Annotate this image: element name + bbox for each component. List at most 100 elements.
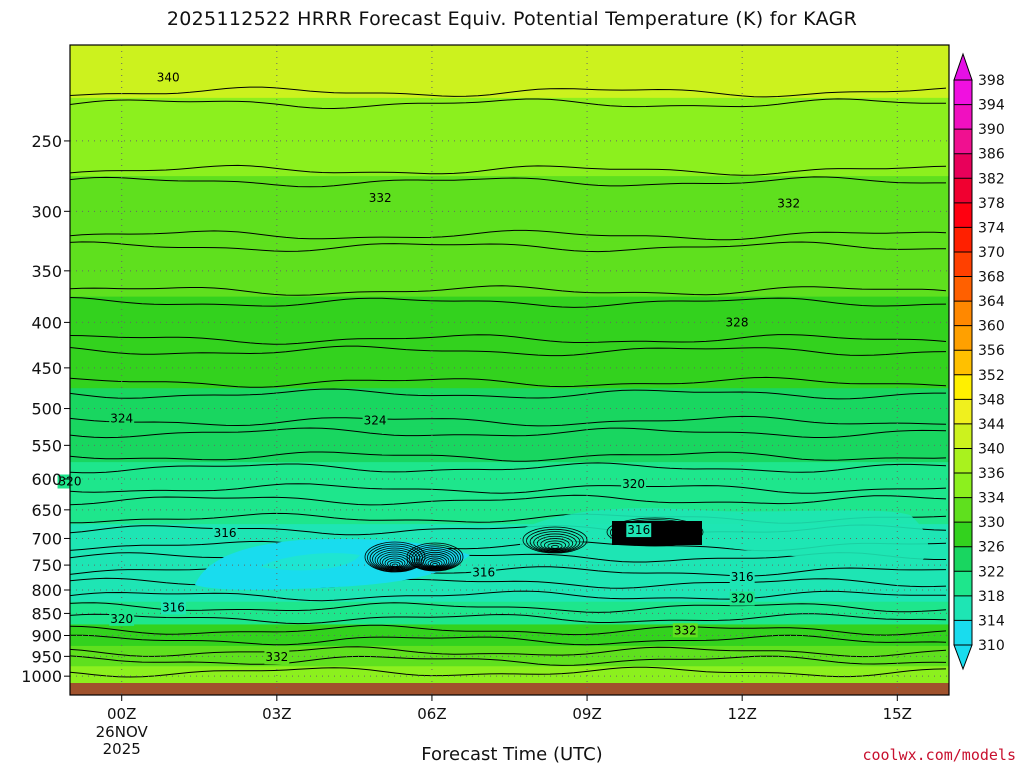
y-tick-label: 250 [31,132,62,151]
x-axis-label: Forecast Time (UTC) [421,744,603,765]
colorbar-segment [954,423,972,449]
y-tick-label: 800 [31,581,62,600]
theta-e-band [70,176,949,242]
contour-line [70,297,947,308]
contour-ring [522,526,588,554]
ground-band [70,683,949,695]
contour-label: 332 [777,197,800,211]
contour-ring [415,550,455,570]
contour-ring [536,535,574,552]
contour-labels: 340 332 332 328 324 324 320 320 316 316 316 316 316 3… [57,70,802,665]
contour-label: 320 [731,592,754,606]
contour-ring [429,561,441,567]
contour-ring [389,561,401,568]
colorbar-segment [954,546,972,572]
contour-label: 328 [726,315,749,329]
low-level-features [70,508,949,695]
colorbar-label: 336 [978,466,1005,482]
colorbar-label: 314 [978,613,1005,629]
contour-line [70,376,947,388]
y-tick-label: 400 [31,313,62,332]
colorbar-segment [954,129,972,155]
colorbar-segment [954,571,972,597]
contour-label: 316 [162,600,185,614]
colorbar-label: 326 [978,540,1005,556]
theta-e-band [70,241,949,298]
contour-ring [413,548,457,570]
contour-label: 332 [265,650,288,664]
colorbar-label: 360 [978,319,1005,335]
contour-label: 316 [472,566,495,580]
y-axis: 250 300 350 400 450 500 550 600 650 700 750 800 850 9… [21,132,70,686]
contour-ring [382,555,408,569]
contour-ring [540,538,570,551]
contour-line [70,229,947,241]
contour-line [70,285,947,296]
colorbar-label: 398 [978,73,1005,89]
contour-ring [529,531,581,553]
contour-line [70,613,947,625]
colorbar-label: 318 [978,589,1005,605]
contour-ring [369,545,421,572]
colorbar-segment [954,399,972,425]
watermark: coolwx.com/models [862,746,1016,764]
theta-e-band [70,345,949,389]
colorbar-segment [954,325,972,351]
contour-label-bg [109,411,135,426]
y-tick-label: 550 [31,436,62,455]
x-tick-label: 00Z [107,705,136,723]
contour-label-bg [724,315,750,330]
contour-ring [425,557,445,568]
contour-line [70,388,946,400]
colorbar-segment [954,350,972,376]
y-tick-label: 650 [31,501,62,520]
contour-line [70,427,947,439]
y-tick-label: 350 [31,262,62,281]
contour-ring [526,528,584,553]
contour-line [70,164,947,176]
x-tick-label: 06Z [417,705,446,723]
colorbar-segment [954,595,972,621]
contour-label-bg [367,191,393,206]
colorbar-label: 340 [978,441,1005,457]
grid-dotted [70,45,949,695]
x-tick-label: 09Z [572,705,601,723]
colorbar-segment [954,251,972,278]
contour-ring [606,517,704,547]
colorbar-segment [954,374,972,400]
contour-label: 324 [364,414,387,428]
colorbar-label: 378 [978,196,1005,212]
colorbar-segment [954,227,972,253]
y-tick-label: 700 [31,529,62,548]
colorbar-label: 364 [978,294,1005,310]
colorbar-label: 386 [978,147,1005,163]
theta-e-band [70,388,949,428]
contour-label: 340 [157,70,180,84]
contour-line [70,86,947,98]
colorbar-label: 352 [978,368,1005,384]
colorbar-label: 334 [978,491,1005,507]
contour-label-bg [212,525,238,540]
colorbar-segment [954,448,972,474]
contour-label-bg [264,650,290,665]
contour-line [70,655,947,666]
contour-label-bg [362,413,388,428]
contour-label: 316 [627,523,650,537]
y-tick-label: 450 [31,359,62,378]
contour-label: 316 [731,570,754,584]
theta-e-band [70,296,949,346]
y-tick-label: 600 [31,470,62,489]
contour-line [70,483,947,494]
plot-frame [69,44,950,696]
contour-ring [543,540,567,550]
theta-e-band [70,45,949,99]
theta-e-band [70,601,949,625]
colorbar-label: 368 [978,270,1005,286]
contour-label: 316 [214,526,237,540]
contour-ring [364,541,426,573]
contour-label-bg [729,591,755,606]
theta-e-band [70,462,949,495]
contour-label: 320 [110,612,133,626]
colorbar-label: 330 [978,515,1005,531]
